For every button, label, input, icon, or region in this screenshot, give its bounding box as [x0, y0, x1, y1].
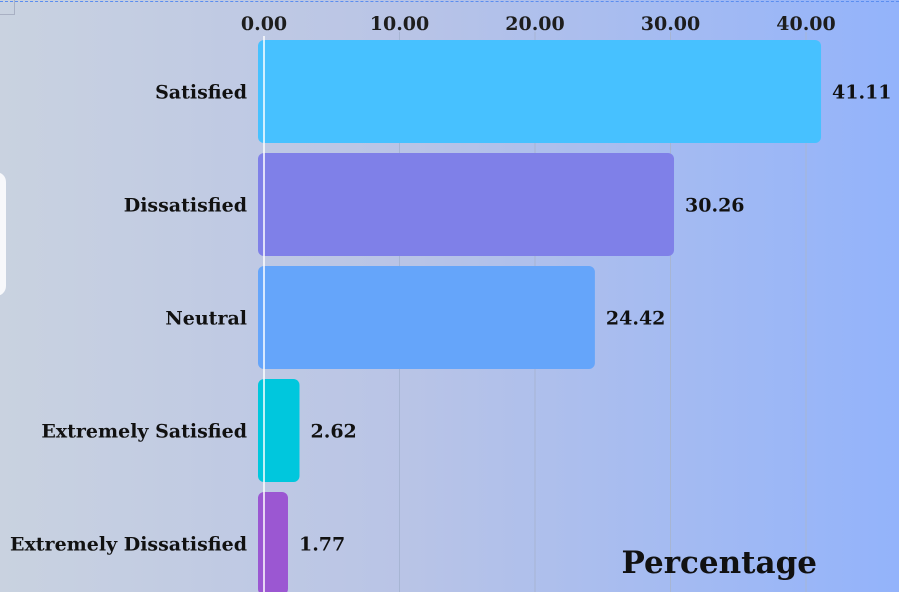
category-label: Dissatisfied	[124, 195, 247, 217]
bar	[258, 266, 595, 369]
data-label: 24.42	[606, 308, 666, 330]
x-axis-title: Percentage	[622, 545, 817, 581]
corner-logo-icon	[0, 0, 15, 15]
data-label: 2.62	[311, 421, 357, 443]
category-labels: Satisfied Dissatisfied Neutral Extremely Sa…	[10, 82, 247, 556]
data-label: 1.77	[299, 534, 345, 556]
x-tick-label: 30.00	[641, 13, 701, 35]
x-axis-ticks: 0.00 10.00 20.00 30.00 40.00	[241, 13, 836, 35]
category-label: Neutral	[165, 308, 247, 330]
bar	[258, 379, 300, 482]
value-labels: 41.11 30.26 24.42 2.62 1.77	[299, 82, 892, 556]
top-dashed-line	[0, 1, 899, 2]
x-tick-label: 40.00	[776, 13, 836, 35]
category-label: Extremely Dissatisfied	[10, 534, 247, 556]
data-label: 41.11	[832, 82, 892, 104]
bar	[258, 492, 288, 592]
x-tick-label: 10.00	[370, 13, 430, 35]
side-panel-edge	[0, 172, 6, 296]
data-label: 30.26	[685, 195, 745, 217]
bars	[258, 40, 822, 592]
bar	[258, 153, 675, 256]
bar	[258, 40, 822, 143]
x-tick-label: 20.00	[505, 13, 565, 35]
category-label: Satisfied	[155, 82, 247, 104]
x-tick-label: 0.00	[241, 13, 287, 35]
category-label: Extremely Satisfied	[41, 421, 247, 443]
